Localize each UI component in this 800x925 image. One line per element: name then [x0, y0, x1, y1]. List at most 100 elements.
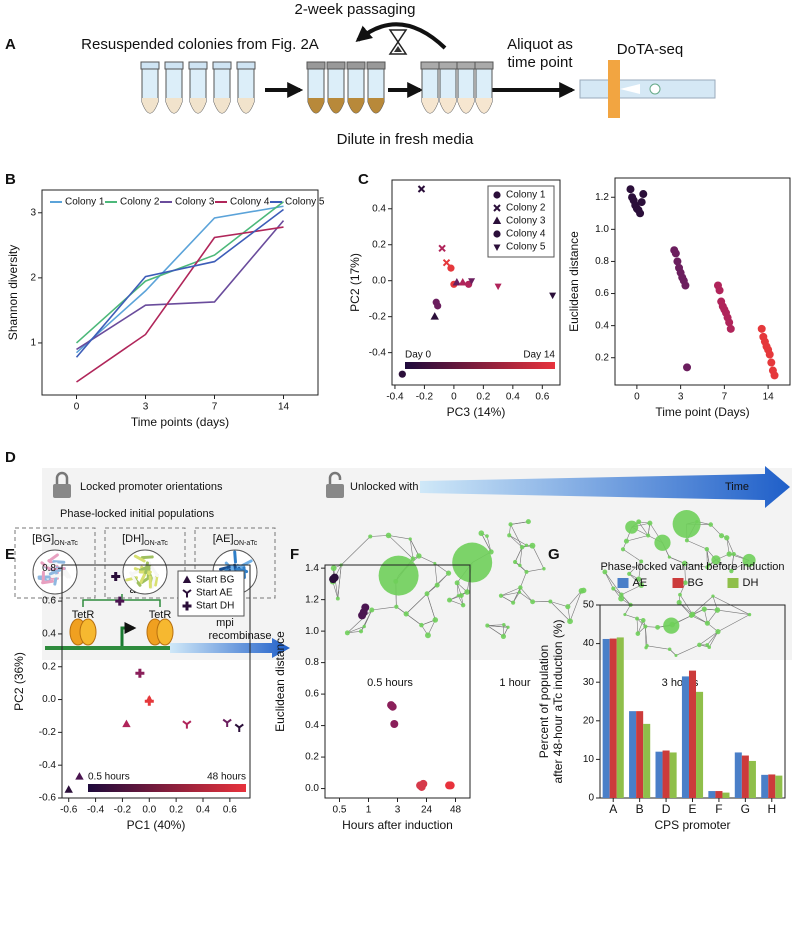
network-node	[565, 604, 571, 610]
network-node	[530, 599, 536, 605]
y-tick-label: 0	[588, 793, 594, 804]
step-text: DoTA-seq	[617, 41, 683, 58]
network-edge	[333, 568, 339, 599]
legend-swatch	[672, 578, 684, 588]
y-tick-label: 20	[583, 715, 595, 726]
bar	[708, 791, 716, 798]
cell	[144, 561, 149, 575]
network-node	[635, 616, 639, 621]
y-axis-label: Euclidean distance	[567, 231, 581, 332]
bar	[643, 723, 651, 798]
network-node	[620, 547, 626, 552]
y-tick-label: 0.4	[372, 203, 386, 214]
y-tick-label: 0.6	[595, 288, 609, 299]
legend-marker	[182, 575, 192, 583]
point	[438, 244, 446, 253]
network-node	[344, 630, 350, 636]
network-node	[718, 533, 725, 539]
network-edge	[675, 644, 700, 656]
caption: Phase-locked initial populations	[60, 508, 215, 520]
network-edge	[684, 563, 686, 583]
population-label: [BG]	[32, 533, 54, 545]
legend-label: Colony 1	[506, 190, 546, 201]
cell	[150, 576, 156, 590]
cell	[133, 554, 146, 563]
tube-cap	[456, 61, 476, 70]
tube-cap	[236, 61, 256, 70]
bar	[681, 676, 689, 798]
y-tick-label: 1.2	[595, 192, 609, 203]
panel-label: D	[5, 449, 16, 466]
network-edge	[637, 620, 644, 634]
network-edge	[622, 549, 642, 562]
y-tick-label: 1.0	[595, 224, 609, 235]
y-tick-label: 30	[583, 677, 595, 688]
network-edge	[604, 571, 614, 589]
y-tick-label: 0.0	[372, 275, 386, 286]
step-text: Dilute in fresh media	[337, 131, 474, 148]
gene-arrow	[170, 638, 290, 658]
x-tick-label: 0.2	[169, 805, 183, 816]
cell	[233, 550, 237, 564]
x-tick-label: 48	[450, 805, 462, 816]
network-node	[464, 589, 470, 595]
tube-content	[308, 98, 324, 113]
legend-label: Colony 2	[120, 197, 160, 208]
cell	[47, 553, 59, 563]
network-node	[707, 562, 712, 567]
x-axis-label: PC1 (40%)	[127, 818, 186, 832]
series-line	[75, 208, 284, 358]
population-subscript: ON-aTc	[54, 540, 78, 547]
network-node	[654, 534, 671, 551]
panel-label: G	[548, 546, 560, 563]
x-tick-label: -0.6	[60, 805, 78, 816]
x-tick-label: 0.5	[333, 805, 347, 816]
tube-content	[458, 98, 474, 113]
y-tick-label: 0.0	[305, 783, 319, 794]
network-node	[635, 631, 641, 636]
network-node	[672, 510, 701, 539]
network-edge	[569, 590, 582, 622]
network-node	[618, 595, 625, 602]
network-node	[519, 544, 525, 550]
network-node	[580, 587, 587, 594]
tube-cap	[326, 61, 346, 70]
cell	[138, 573, 147, 586]
network-node	[507, 533, 512, 538]
network-edge	[526, 568, 544, 573]
legend-label: AE	[633, 577, 648, 589]
gene-label: mpi	[216, 617, 234, 629]
network-node	[498, 593, 504, 598]
cell	[219, 565, 232, 571]
y-tick-label: 0.8	[305, 657, 319, 668]
bar	[741, 755, 749, 798]
x-axis-label: CPS promoter	[654, 818, 730, 832]
network-edge	[405, 613, 422, 626]
network-edge	[645, 626, 648, 646]
cell	[150, 565, 159, 578]
tube-content	[440, 98, 456, 113]
caption: Unlocked with aTc	[350, 481, 439, 493]
plot-frame	[391, 179, 561, 386]
x-tick-label: 0.0	[142, 805, 156, 816]
network-node	[669, 621, 675, 628]
network-node	[623, 538, 629, 544]
y-tick-label: 0.0	[42, 694, 56, 705]
bar	[722, 792, 730, 798]
network-node	[460, 602, 466, 608]
network-edge	[487, 625, 509, 628]
network-node	[567, 618, 573, 625]
series-line	[76, 226, 284, 383]
point	[330, 573, 339, 582]
population-label: [AE]	[213, 533, 234, 545]
point	[222, 718, 232, 728]
panel-label: F	[290, 546, 299, 563]
tube-content	[328, 98, 344, 113]
population-box	[104, 527, 186, 599]
point	[626, 185, 635, 194]
network-node	[424, 632, 431, 639]
network-node	[330, 565, 337, 572]
network-node	[704, 546, 710, 552]
population-label: [DH]ON-aTc	[122, 533, 168, 547]
